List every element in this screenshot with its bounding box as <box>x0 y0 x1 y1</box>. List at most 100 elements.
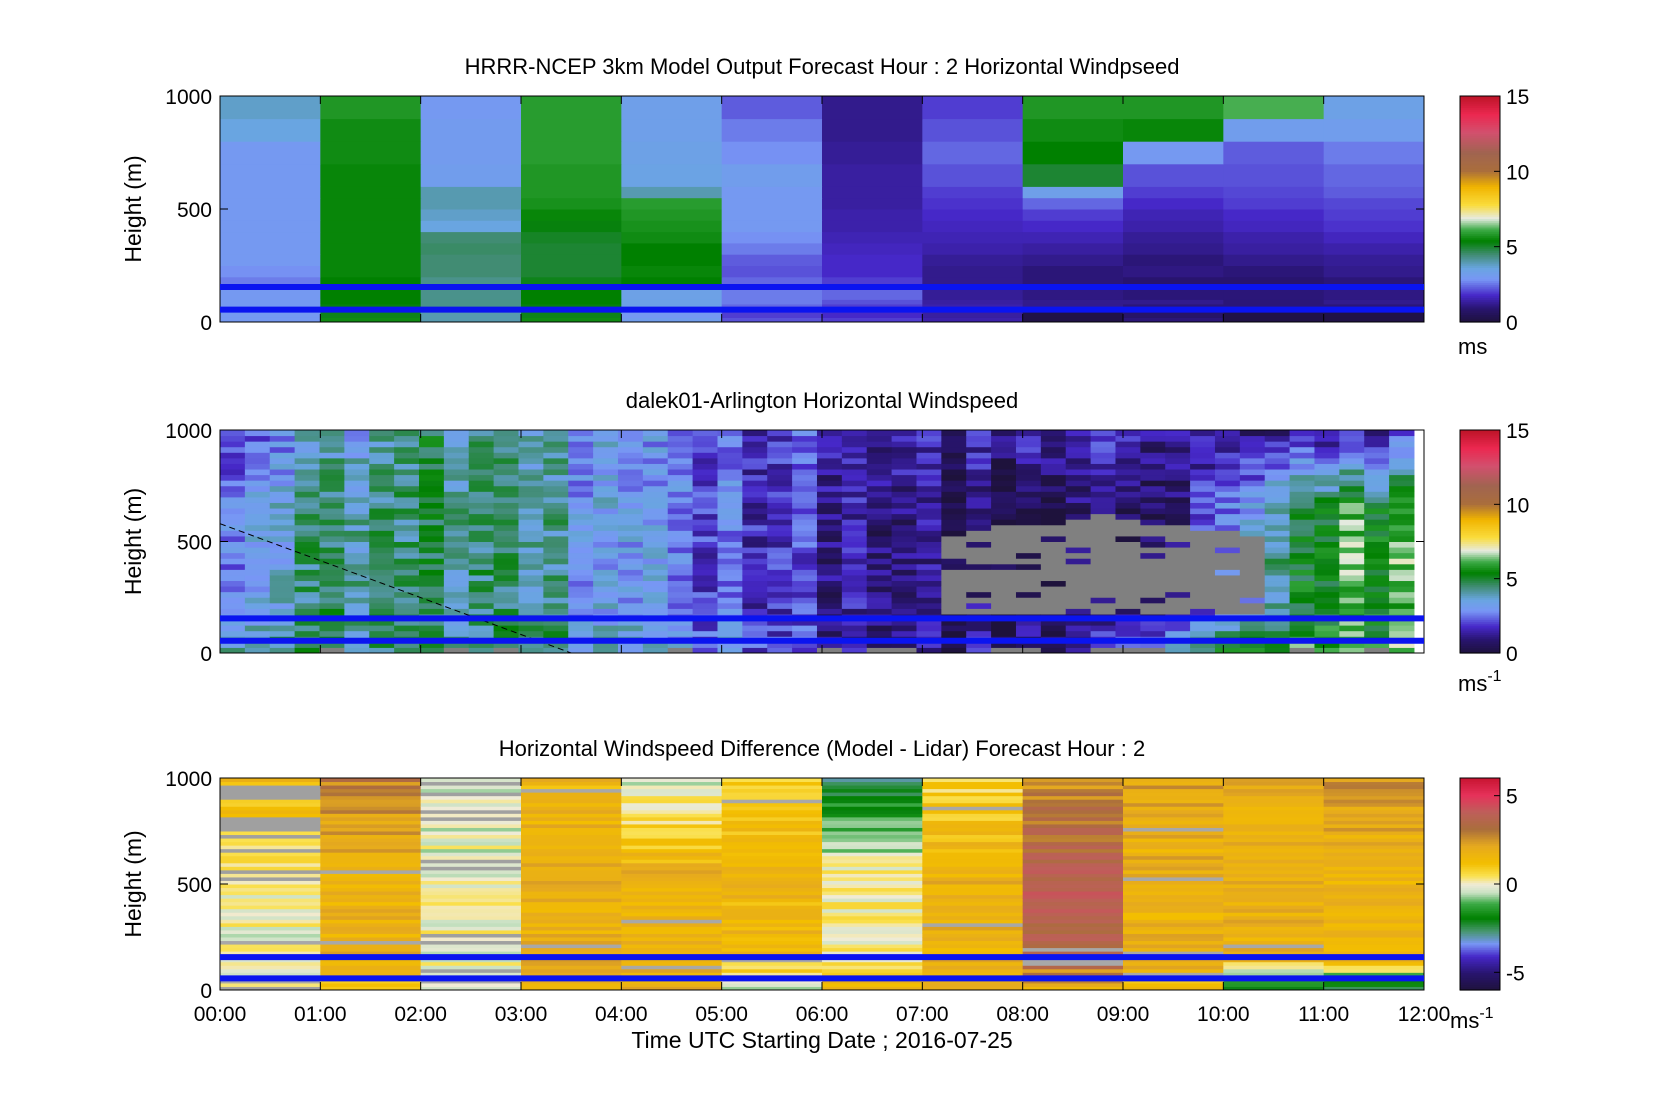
heatmap-cell <box>1323 792 1425 797</box>
heatmap-cell <box>1140 641 1166 648</box>
heatmap-cell <box>1214 547 1241 554</box>
heatmap-cell <box>394 591 420 598</box>
heatmap-cell <box>822 816 923 821</box>
heatmap-cell <box>922 299 1024 305</box>
heatmap-cell <box>1015 602 1042 609</box>
heatmap-cell <box>1190 480 1216 487</box>
heatmap-cell <box>1223 299 1325 305</box>
heatmap-cell <box>692 491 718 498</box>
heatmap-cell <box>721 944 823 949</box>
heatmap-cell <box>521 972 622 977</box>
heatmap-cell <box>1389 541 1415 548</box>
heatmap-cell <box>667 491 694 498</box>
colorbar-swatch <box>1460 158 1500 161</box>
heatmap-cell <box>369 502 395 509</box>
heatmap-cell <box>543 563 569 570</box>
heatmap-cell <box>1022 809 1124 814</box>
heatmap-cell <box>1190 630 1216 637</box>
colorbar-swatch <box>1460 898 1500 901</box>
heatmap-cell <box>1123 982 1224 987</box>
heatmap-cell <box>518 547 544 554</box>
heatmap-cell <box>220 876 321 881</box>
heatmap-cell <box>1190 563 1216 570</box>
heatmap-cell <box>1090 574 1116 582</box>
heatmap-cell <box>220 317 321 323</box>
colorbar-swatch <box>1460 974 1500 977</box>
colorbar-swatch <box>1460 945 1500 949</box>
heatmap-cell <box>966 452 992 459</box>
heatmap-cell <box>621 823 723 828</box>
heatmap-cell <box>841 597 868 604</box>
colorbar-swatch <box>1460 152 1500 155</box>
heatmap-cell <box>621 901 723 906</box>
colorbar-tick-label: -5 <box>1506 962 1525 985</box>
heatmap-cell <box>891 558 917 565</box>
heatmap-cell <box>1323 905 1425 910</box>
heatmap-cell <box>792 647 818 654</box>
colorbar-tick-label: 0 <box>1506 643 1518 666</box>
heatmap-cell <box>621 940 723 945</box>
heatmap-cell <box>543 452 569 459</box>
panel-3-difference: Horizontal Windspeed Difference (Model -… <box>120 736 1525 1053</box>
heatmap-cell <box>1389 480 1415 487</box>
heatmap-cell <box>1264 513 1291 520</box>
heatmap-cell <box>822 831 923 836</box>
heatmap-cell <box>220 491 246 498</box>
colorbar-swatch <box>1460 491 1500 494</box>
heatmap-cell <box>1165 469 1191 476</box>
heatmap-cell <box>1264 574 1291 582</box>
heatmap-cell <box>617 608 644 615</box>
heatmap-cell <box>692 647 718 654</box>
heatmap-cell <box>1022 799 1124 804</box>
heatmap-cell <box>617 625 644 632</box>
heatmap-cell <box>822 778 923 783</box>
heatmap-cell <box>822 979 923 984</box>
colorbar-swatch <box>1460 951 1500 954</box>
heatmap-cell <box>244 608 271 615</box>
heatmap-cell <box>721 118 823 142</box>
heatmap-cell <box>1015 647 1042 654</box>
heatmap-cell <box>617 547 644 554</box>
heatmap-cell <box>1223 951 1325 956</box>
heatmap-cell <box>1040 430 1067 437</box>
heatmap-cell <box>1323 848 1425 853</box>
heatmap-cell <box>1264 580 1291 587</box>
heatmap-cell <box>420 951 522 956</box>
heatmap-cell <box>294 469 320 476</box>
heatmap-cell <box>394 608 420 615</box>
heatmap-cell <box>320 809 422 814</box>
colorbar-swatch <box>1460 887 1500 890</box>
heatmap-cell <box>792 641 818 648</box>
heatmap-cell <box>521 841 622 846</box>
heatmap-cell <box>1140 491 1166 498</box>
panel-1-model-windspeed: HRRR-NCEP 3km Model Output Forecast Hour… <box>120 54 1529 359</box>
heatmap-cell <box>1190 569 1216 576</box>
heatmap-cell <box>443 441 470 448</box>
heatmap-cell <box>568 513 594 520</box>
heatmap-cell <box>418 480 445 487</box>
heatmap-cell <box>220 792 321 797</box>
heatmap-cell <box>420 96 522 120</box>
heatmap-cell <box>816 602 843 609</box>
heatmap-cell <box>822 937 923 942</box>
heatmap-cell <box>1015 641 1042 648</box>
heatmap-cell <box>1239 435 1266 442</box>
heatmap-cell <box>717 508 743 515</box>
colorbar-swatch <box>1460 933 1500 936</box>
heatmap-cell <box>621 898 723 903</box>
heatmap-cell <box>1022 141 1124 165</box>
heatmap-cell <box>1314 558 1340 565</box>
heatmap-cell <box>1115 474 1141 481</box>
heatmap-cell <box>966 463 992 470</box>
heatmap-cell <box>941 608 967 615</box>
heatmap-cell <box>269 441 296 448</box>
y-tick-label: 0 <box>200 643 212 666</box>
heatmap-cell <box>493 574 519 582</box>
heatmap-cell <box>721 197 823 210</box>
colorbar-swatch <box>1460 641 1500 645</box>
heatmap-cell <box>1065 535 1092 542</box>
heatmap-cell <box>642 541 669 548</box>
colorbar-swatch <box>1460 524 1500 528</box>
heatmap-cell <box>1022 242 1124 255</box>
heatmap-cell <box>717 452 743 459</box>
